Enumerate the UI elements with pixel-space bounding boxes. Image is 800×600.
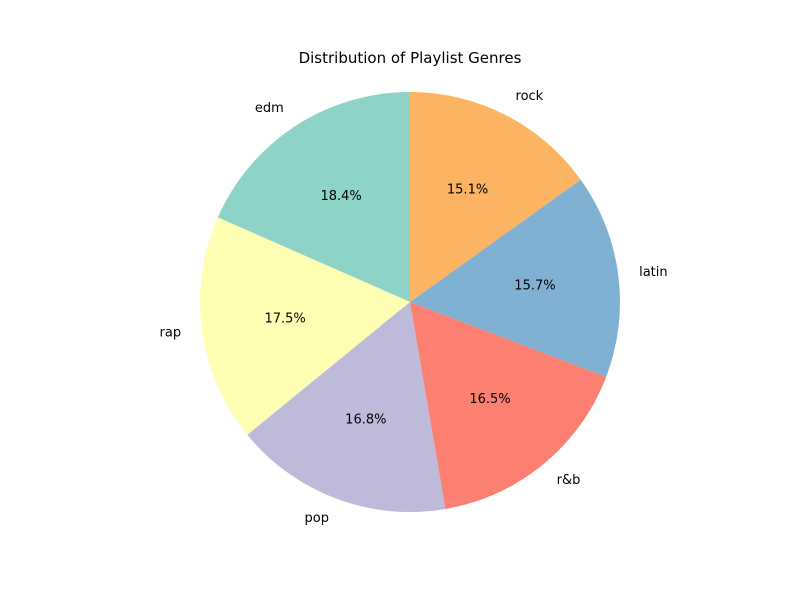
- slice-pct-rock: 15.1%: [447, 182, 488, 197]
- pie-slice-rock: [410, 92, 581, 302]
- slice-pct-latin: 15.7%: [514, 278, 555, 293]
- slice-label-latin: latin: [639, 265, 668, 280]
- pie-slice-rap: [200, 217, 410, 435]
- slice-pct-r-b: 16.5%: [469, 392, 510, 407]
- pie-slice-r-b: [410, 302, 607, 509]
- pie-slice-edm: [217, 92, 410, 302]
- slice-pct-pop: 16.8%: [345, 413, 386, 428]
- slice-label-rock: rock: [516, 89, 544, 104]
- slice-label-rap: rap: [160, 326, 182, 341]
- slice-pct-rap: 17.5%: [264, 311, 305, 326]
- pie-slice-pop: [247, 302, 446, 512]
- pie-slice-latin: [410, 179, 621, 377]
- chart-title: Distribution of Playlist Genres: [299, 49, 522, 67]
- slice-label-edm: edm: [255, 101, 284, 116]
- slice-label-pop: pop: [305, 511, 329, 526]
- slice-pct-edm: 18.4%: [320, 189, 361, 204]
- pie-labels: edm 18.4% rap 17.5% pop 16.8% r&b 16.5% latin 15.…: [160, 89, 668, 526]
- pie-slices: [200, 92, 621, 512]
- slice-label-r-b: r&b: [557, 473, 581, 488]
